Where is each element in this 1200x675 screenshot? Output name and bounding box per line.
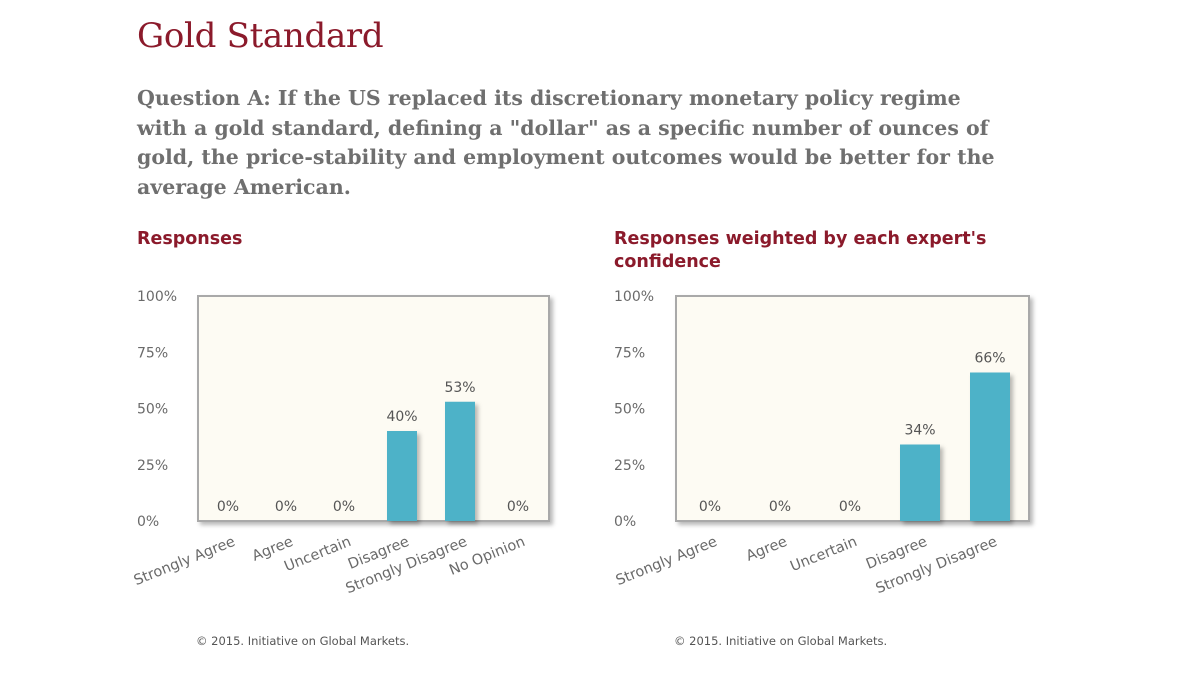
bar-strongly-disagree	[970, 372, 1010, 521]
bar-disagree	[900, 444, 940, 521]
y-tick-label: 25%	[614, 458, 645, 474]
y-tick-label: 50%	[137, 402, 168, 418]
y-tick-label: 0%	[137, 514, 159, 530]
data-label-uncertain: 0%	[839, 499, 861, 515]
copyright-footer: © 2015. Initiative on Global Markets.	[196, 634, 410, 648]
x-tick-label-uncertain: Uncertain	[788, 534, 859, 575]
x-tick-label-strongly-disagree: Strongly Disagree	[874, 534, 1000, 597]
y-tick-label: 100%	[137, 289, 177, 305]
y-tick-label: 50%	[614, 402, 645, 418]
y-tick-label: 75%	[137, 345, 168, 361]
data-label-strongly-disagree: 53%	[444, 380, 475, 396]
x-tick-label-agree: Agree	[744, 534, 790, 565]
plot-area	[197, 295, 550, 522]
data-label-strongly-agree: 0%	[217, 499, 239, 515]
y-tick-label: 75%	[614, 345, 645, 361]
data-label-agree: 0%	[769, 499, 791, 515]
data-label-uncertain: 0%	[333, 499, 355, 515]
responses-bar-chart: 0%25%50%75%100%0%Strongly Agree0%Agree0%…	[132, 289, 550, 597]
y-tick-label: 100%	[614, 289, 654, 305]
data-label-strongly-agree: 0%	[699, 499, 721, 515]
y-tick-label: 25%	[137, 458, 168, 474]
x-tick-label-strongly-agree: Strongly Agree	[614, 534, 720, 589]
chart-title-responses: Responses	[137, 229, 243, 249]
data-label-no-opinion: 0%	[507, 499, 529, 515]
data-label-strongly-disagree: 66%	[974, 351, 1005, 367]
question-text: Question A: If the US replaced its discr…	[137, 86, 995, 199]
data-label-disagree: 40%	[386, 409, 417, 425]
data-label-disagree: 34%	[904, 423, 935, 439]
bar-strongly-disagree	[445, 401, 475, 521]
bar-disagree	[387, 431, 417, 521]
y-tick-label: 0%	[614, 514, 636, 530]
copyright-footer: © 2015. Initiative on Global Markets.	[674, 634, 888, 648]
chart-title-weighted-responses: Responses weighted by each expert's conf…	[614, 229, 987, 272]
data-label-agree: 0%	[275, 499, 297, 515]
page-title: Gold Standard	[137, 16, 384, 56]
